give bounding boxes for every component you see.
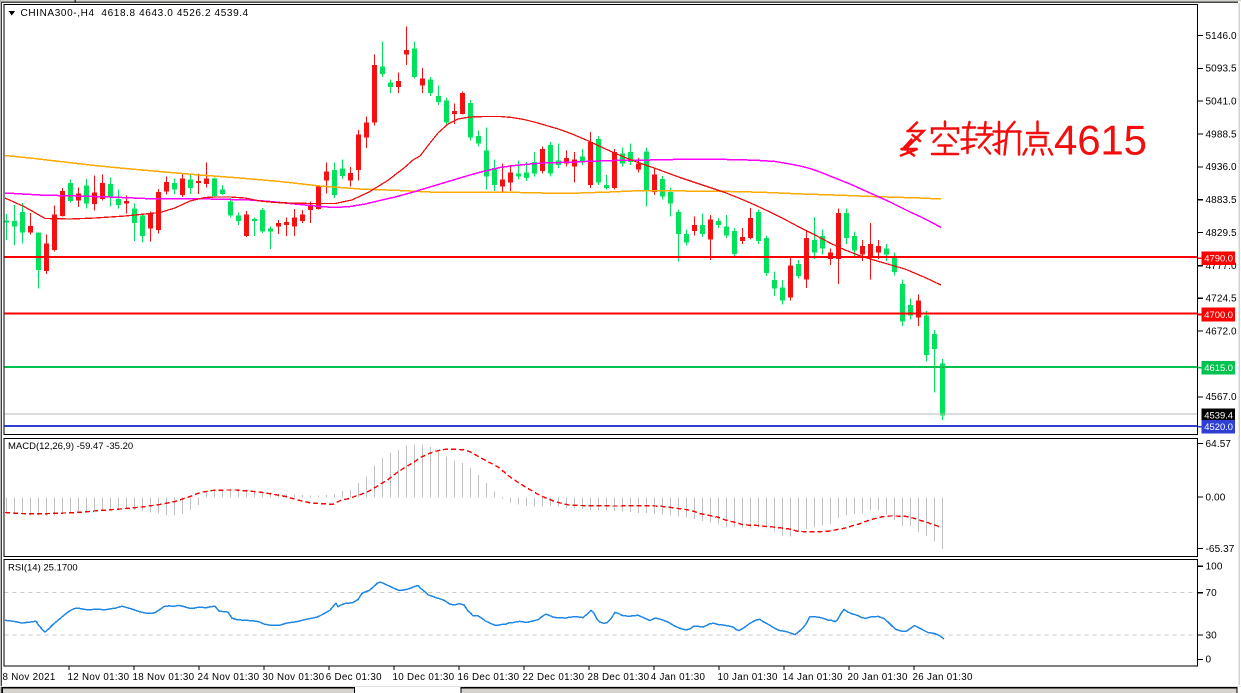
svg-text:4936.0: 4936.0	[1206, 162, 1238, 173]
svg-text:4724.5: 4724.5	[1206, 294, 1238, 305]
svg-text:4672.0: 4672.0	[1206, 327, 1238, 338]
svg-text:4615.0: 4615.0	[1204, 362, 1233, 373]
svg-text:26 Jan 01:30: 26 Jan 01:30	[913, 672, 974, 683]
svg-text:4777.0: 4777.0	[1206, 261, 1238, 272]
svg-text:4883.5: 4883.5	[1206, 195, 1238, 206]
svg-text:10 Jan 01:30: 10 Jan 01:30	[718, 672, 779, 683]
svg-text:0: 0	[1206, 655, 1212, 666]
svg-text:4567.0: 4567.0	[1206, 392, 1238, 403]
svg-text:4615: 4615	[1054, 117, 1147, 164]
svg-text:22 Dec 01:30: 22 Dec 01:30	[523, 672, 585, 683]
svg-text:8 Nov 2021: 8 Nov 2021	[3, 672, 56, 683]
svg-text:4988.5: 4988.5	[1206, 129, 1238, 140]
svg-text:4829.5: 4829.5	[1206, 228, 1238, 239]
svg-text:CHINA300-,H4 4618.8 4643.0 45: CHINA300-,H4 4618.8 4643.0 4526.2 4539.4	[21, 8, 249, 19]
svg-text:0.00: 0.00	[1206, 492, 1226, 503]
svg-text:4539.4: 4539.4	[1204, 410, 1233, 421]
svg-text:10 Dec 01:30: 10 Dec 01:30	[393, 672, 455, 683]
svg-text:18 Nov 01:30: 18 Nov 01:30	[133, 672, 195, 683]
svg-text:12 Nov 01:30: 12 Nov 01:30	[68, 672, 130, 683]
svg-text:70: 70	[1206, 588, 1218, 599]
svg-text:64.57: 64.57	[1206, 439, 1232, 450]
svg-text:RSI(14) 25.1700: RSI(14) 25.1700	[8, 563, 78, 574]
svg-text:6 Dec 01:30: 6 Dec 01:30	[326, 672, 382, 683]
svg-text:4700.0: 4700.0	[1204, 309, 1233, 320]
svg-text:28 Dec 01:30: 28 Dec 01:30	[588, 672, 650, 683]
svg-text:100: 100	[1206, 562, 1223, 573]
svg-text:14 Jan 01:30: 14 Jan 01:30	[783, 672, 844, 683]
svg-text:16 Dec 01:30: 16 Dec 01:30	[458, 672, 520, 683]
svg-text:30 Nov 01:30: 30 Nov 01:30	[263, 672, 325, 683]
svg-text:-65.37: -65.37	[1206, 544, 1235, 555]
svg-text:30: 30	[1206, 630, 1218, 641]
svg-text:4520.0: 4520.0	[1204, 421, 1233, 432]
svg-text:5041.0: 5041.0	[1206, 97, 1238, 108]
svg-text:4 Jan 01:30: 4 Jan 01:30	[651, 672, 706, 683]
svg-text:MACD(12,26,9) -59.47 -35.20: MACD(12,26,9) -59.47 -35.20	[8, 441, 133, 452]
svg-text:5146.0: 5146.0	[1206, 31, 1238, 42]
svg-text:4790.0: 4790.0	[1204, 253, 1233, 264]
svg-text:20 Jan 01:30: 20 Jan 01:30	[848, 672, 909, 683]
svg-text:5093.5: 5093.5	[1206, 64, 1238, 75]
svg-text:24 Nov 01:30: 24 Nov 01:30	[198, 672, 260, 683]
